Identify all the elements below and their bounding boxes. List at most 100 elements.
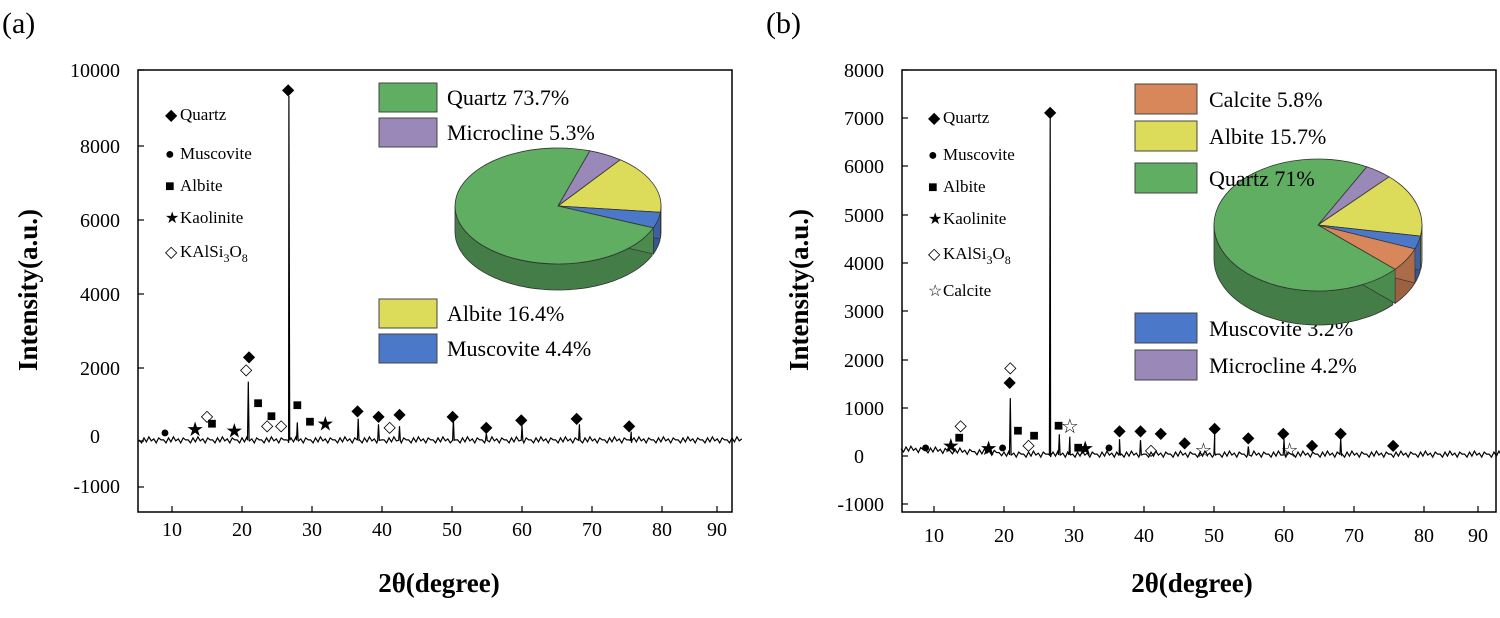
quartz-swatch <box>1134 162 1198 194</box>
y-tick-label: 7000 <box>844 108 884 130</box>
x-tick-label: 70 <box>582 519 602 541</box>
x-tick-label: 60 <box>1274 525 1294 547</box>
albite-peak-marker: ■ <box>207 415 217 432</box>
muscovite-peak-marker: ● <box>160 425 170 442</box>
kaolinite-peak-marker: ★ <box>980 438 998 460</box>
pie-label: Quartz 71% <box>1209 166 1315 191</box>
quartz-peak-marker: ◆ <box>480 419 493 436</box>
kalsi3o8-symbol-icon: ◇ <box>165 244 178 261</box>
quartz-peak-marker: ◆ <box>1306 437 1319 454</box>
quartz-peak-marker: ◆ <box>623 417 636 434</box>
panel-a-x-axis-title: 2θ(degree) <box>378 568 500 598</box>
quartz-peak-marker: ◆ <box>515 412 528 429</box>
y-tick-label: 3000 <box>844 301 884 323</box>
albite-peak-marker: ■ <box>267 408 277 425</box>
y-tick-label: 6000 <box>80 210 120 232</box>
legend-label: KAlSi3O8 <box>180 242 248 265</box>
panel-b-label: (b) <box>766 7 801 40</box>
quartz-peak-marker: ◆ <box>1155 425 1168 442</box>
muscovite-swatch <box>378 333 438 364</box>
quartz-peak-marker: ◆ <box>372 408 385 425</box>
panel-a-xrd-line <box>138 95 743 445</box>
panel-a-x-tick-labels: 10 20 30 40 50 60 70 80 90 <box>162 519 727 541</box>
muscovite-symbol-icon: ● <box>928 147 938 164</box>
quartz-peak-marker: ◆ <box>1134 422 1147 439</box>
legend-label: Albite <box>943 177 986 196</box>
panel-a: (a) Intensity(a.u.) 2θ(degree) 10000 800… <box>2 7 743 598</box>
kalsi3o8-peak-marker: ◇ <box>240 362 253 379</box>
y-tick-label: 0 <box>854 446 864 468</box>
muscovite-swatch <box>1134 312 1198 344</box>
kalsi3o8-peak-marker: ◇ <box>954 418 967 435</box>
legend-label: Muscovite <box>943 145 1015 164</box>
quartz-peak-marker: ◆ <box>1242 430 1255 447</box>
panel-b-xrd-line <box>900 118 1500 459</box>
x-tick-label: 80 <box>652 519 672 541</box>
x-tick-label: 20 <box>232 519 252 541</box>
x-tick-label: 90 <box>707 519 727 541</box>
albite-peak-marker: ■ <box>1029 427 1039 444</box>
x-tick-label: 60 <box>512 519 532 541</box>
albite-pie-slice <box>1316 176 1423 237</box>
quartz-peak-marker: ◆ <box>1387 437 1400 454</box>
calcite-peak-marker: ☆ <box>1061 416 1079 438</box>
panel-a-ticks <box>138 69 718 512</box>
panel-b-pie <box>1213 158 1423 326</box>
quartz-peak-marker: ◆ <box>447 408 460 425</box>
x-tick-label: 70 <box>1344 525 1364 547</box>
y-tick-label: 8000 <box>80 136 120 158</box>
muscovite-symbol-icon: ● <box>165 146 175 163</box>
legend-label: Quartz <box>943 108 990 127</box>
legend-label: Quartz <box>180 105 227 124</box>
kalsi3o8-peak-marker: ◇ <box>275 417 288 434</box>
panel-b-frame <box>901 69 1497 513</box>
pie-label: Microcline 4.2% <box>1209 353 1357 378</box>
kaolinite-peak-marker: ★ <box>225 421 243 443</box>
pie-label: Albite 16.4% <box>447 301 564 326</box>
muscovite-peak-marker: ● <box>1104 439 1114 456</box>
y-tick-label: 8000 <box>844 60 884 82</box>
x-tick-label: 90 <box>1468 525 1488 547</box>
quartz-swatch <box>378 82 438 113</box>
panel-a-peak-markers: ● ★◇■ ★◇◆■◇■◇◆■■ ★◆ ◆◇◆ ◆◆ ◆ ◆ ◆ <box>160 82 636 443</box>
y-tick-label: 1000 <box>844 398 884 420</box>
y-tick-label: 2000 <box>844 350 884 372</box>
calcite-swatch <box>1134 83 1198 115</box>
y-tick-label: 5000 <box>844 205 884 227</box>
y-tick-label: 10000 <box>70 60 120 82</box>
kaolinite-symbol-icon: ★ <box>928 211 942 228</box>
panel-b-x-tick-labels: 10 20 30 40 50 60 70 80 90 <box>924 525 1488 547</box>
quartz-symbol-icon: ◆ <box>928 110 941 127</box>
kalsi3o8-peak-marker: ◇ <box>384 419 397 436</box>
y-tick-label: 4000 <box>80 284 120 306</box>
albite-peak-marker: ■ <box>253 395 263 412</box>
panel-a-label: (a) <box>2 7 35 40</box>
kalsi3o8-symbol-icon: ◇ <box>928 246 941 263</box>
x-tick-label: 40 <box>372 519 392 541</box>
y-tick-label: -1000 <box>837 494 884 516</box>
pie-label: Quartz 73.7% <box>447 85 569 110</box>
kalsi3o8-peak-marker: ◇ <box>1004 360 1017 377</box>
kaolinite-peak-marker: ★ <box>942 435 960 457</box>
kalsi3o8-peak-marker: ◇ <box>201 408 214 425</box>
calcite-peak-marker: ☆ <box>1195 440 1213 462</box>
albite-symbol-icon: ■ <box>928 179 938 196</box>
kalsi3o8-peak-marker: ◇ <box>1022 437 1035 454</box>
panel-b-x-axis-title: 2θ(degree) <box>1131 568 1253 598</box>
kalsi3o8-peak-marker: ◇ <box>261 417 274 434</box>
x-tick-label: 40 <box>1134 525 1154 547</box>
kaolinite-peak-marker: ★ <box>186 419 204 441</box>
quartz-peak-marker: ◆ <box>282 82 295 99</box>
calcite-peak-marker: ☆ <box>1281 440 1299 462</box>
kaolinite-peak-marker: ★ <box>1076 438 1094 460</box>
albite-peak-marker: ■ <box>305 414 315 431</box>
panel-a-legend: ◆ Quartz ● Muscovite ■ Albite ★ Kaolinit… <box>165 105 252 265</box>
panel-a-frame <box>137 69 733 513</box>
quartz-peak-marker: ◆ <box>1044 104 1057 121</box>
legend-label: KAlSi3O8 <box>943 244 1011 267</box>
albite-peak-marker: ■ <box>1013 422 1023 439</box>
albite-pie-slice <box>556 159 662 213</box>
quartz-peak-marker: ◆ <box>1178 435 1191 452</box>
x-tick-label: 30 <box>302 519 322 541</box>
